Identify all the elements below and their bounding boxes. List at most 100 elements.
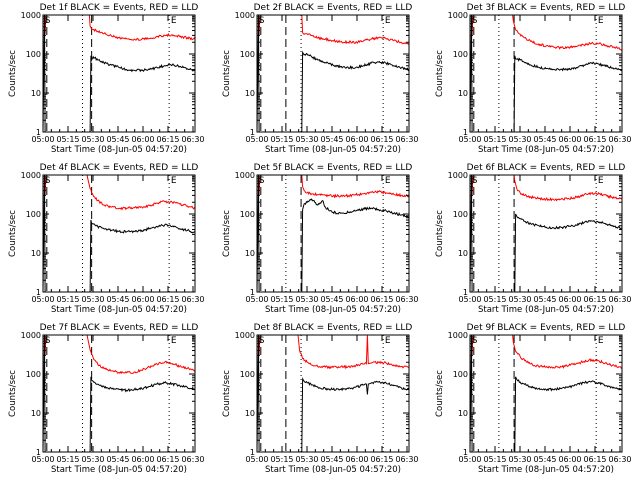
y-tick-label: 10	[31, 89, 41, 98]
x-tick-label: 06:15	[583, 455, 606, 464]
detector-panel-6: Det 6f BLACK = Events, RED = LLD S E 1 10 100…	[435, 163, 632, 315]
plot-frame	[256, 14, 410, 133]
plot-frame	[469, 174, 623, 293]
y-tick-label: 10	[31, 249, 41, 258]
x-tick-label: 06:15	[370, 295, 393, 304]
marker-s: S	[472, 16, 478, 26]
x-tick-label: 06:00	[558, 295, 581, 304]
x-tick-label: 05:15	[56, 135, 79, 144]
x-tick-label: 05:30	[81, 295, 104, 304]
x-tick-label: 05:45	[533, 455, 556, 464]
x-tick-label: 05:00	[245, 295, 268, 304]
marker-s: S	[259, 16, 265, 26]
series-line-events	[470, 335, 622, 452]
y-tick-label: 10	[245, 409, 255, 418]
marker-e: E	[171, 16, 177, 26]
x-axis-label: Start Time (08-Jun-05 04:57:20)	[478, 305, 614, 315]
panel-title: Det 6f BLACK = Events, RED = LLD	[467, 163, 626, 173]
marker-e: E	[171, 336, 177, 346]
x-tick-label: 05:15	[270, 135, 293, 144]
x-tick-label: 06:15	[156, 135, 179, 144]
panel-title: Det 3f BLACK = Events, RED = LLD	[467, 3, 626, 13]
series-line-events	[43, 335, 195, 452]
x-tick-label: 06:30	[395, 295, 418, 304]
series-line-events	[43, 15, 195, 132]
plot-frame	[256, 174, 410, 293]
y-axis-label: Counts/sec	[435, 370, 445, 417]
series-line-lld	[257, 15, 409, 45]
y-tick-label: 1	[463, 128, 468, 137]
y-tick-label: 10	[458, 89, 468, 98]
x-tick-label: 05:15	[483, 295, 506, 304]
y-tick-label: 100	[26, 50, 41, 59]
marker-e: E	[598, 336, 604, 346]
x-tick-label: 05:45	[320, 455, 343, 464]
y-tick-label: 100	[453, 370, 468, 379]
series-line-lld	[43, 175, 195, 211]
x-tick-label: 05:00	[245, 455, 268, 464]
series-line-lld	[470, 175, 622, 202]
marker-e: E	[385, 176, 391, 186]
x-tick-label: 06:15	[156, 295, 179, 304]
x-tick-label: 05:00	[458, 295, 481, 304]
series-line-lld	[257, 335, 409, 370]
y-tick-label: 1000	[235, 11, 255, 20]
x-tick-label: 05:45	[106, 295, 129, 304]
marker-s: S	[45, 16, 51, 26]
series-line-events	[257, 175, 409, 292]
x-tick-label: 06:30	[181, 455, 204, 464]
x-tick-label: 05:30	[508, 455, 531, 464]
marker-e: E	[171, 176, 177, 186]
detector-panel-5: Det 5f BLACK = Events, RED = LLD S E 1 10 100…	[222, 163, 419, 315]
y-axis-label: Counts/sec	[222, 370, 232, 417]
x-tick-label: 06:30	[608, 295, 631, 304]
y-tick-label: 100	[453, 210, 468, 219]
x-tick-label: 06:00	[345, 295, 368, 304]
y-tick-label: 1000	[21, 171, 41, 180]
series-line-lld	[43, 335, 195, 375]
x-tick-label: 05:30	[81, 135, 104, 144]
panel-title: Det 8f BLACK = Events, RED = LLD	[254, 323, 413, 333]
x-tick-label: 05:00	[31, 135, 54, 144]
x-tick-label: 05:45	[106, 455, 129, 464]
x-tick-label: 05:00	[31, 455, 54, 464]
x-tick-label: 05:45	[320, 295, 343, 304]
x-tick-label: 05:15	[56, 295, 79, 304]
x-tick-label: 05:15	[270, 295, 293, 304]
plot-frame	[42, 14, 196, 133]
panel-title: Det 9f BLACK = Events, RED = LLD	[467, 323, 626, 333]
marker-s: S	[259, 336, 265, 346]
x-axis-label: Start Time (08-Jun-05 04:57:20)	[478, 465, 614, 475]
panel-title: Det 2f BLACK = Events, RED = LLD	[254, 3, 413, 13]
y-tick-label: 1000	[448, 11, 468, 20]
y-axis-label: Counts/sec	[222, 50, 232, 97]
y-tick-label: 1000	[235, 171, 255, 180]
y-tick-label: 10	[245, 89, 255, 98]
x-axis-label: Start Time (08-Jun-05 04:57:20)	[265, 305, 401, 315]
marker-s: S	[472, 336, 478, 346]
marker-s: S	[472, 176, 478, 186]
series-line-events	[257, 15, 409, 132]
y-tick-label: 1	[250, 128, 255, 137]
plot-frame	[469, 334, 623, 453]
x-tick-label: 05:45	[106, 135, 129, 144]
x-tick-label: 06:00	[345, 455, 368, 464]
detector-panel-8: Det 8f BLACK = Events, RED = LLD S E 1 10 100…	[222, 323, 419, 475]
x-tick-label: 05:30	[508, 135, 531, 144]
detector-panel-1: Det 1f BLACK = Events, RED = LLD S E 1 10 100…	[8, 3, 205, 155]
y-axis-label: Counts/sec	[8, 210, 18, 257]
y-tick-label: 1000	[448, 331, 468, 340]
detector-panel-3: Det 3f BLACK = Events, RED = LLD S E 1 10 100…	[435, 3, 632, 155]
x-tick-label: 05:30	[295, 295, 318, 304]
y-tick-label: 100	[240, 50, 255, 59]
x-axis-label: Start Time (08-Jun-05 04:57:20)	[265, 465, 401, 475]
x-tick-label: 06:00	[131, 455, 154, 464]
x-tick-label: 05:00	[31, 295, 54, 304]
series-line-lld	[470, 335, 622, 369]
marker-e: E	[598, 176, 604, 186]
y-tick-label: 1000	[21, 331, 41, 340]
x-tick-label: 05:15	[56, 455, 79, 464]
x-tick-label: 05:45	[320, 135, 343, 144]
panel-title: Det 4f BLACK = Events, RED = LLD	[40, 163, 199, 173]
